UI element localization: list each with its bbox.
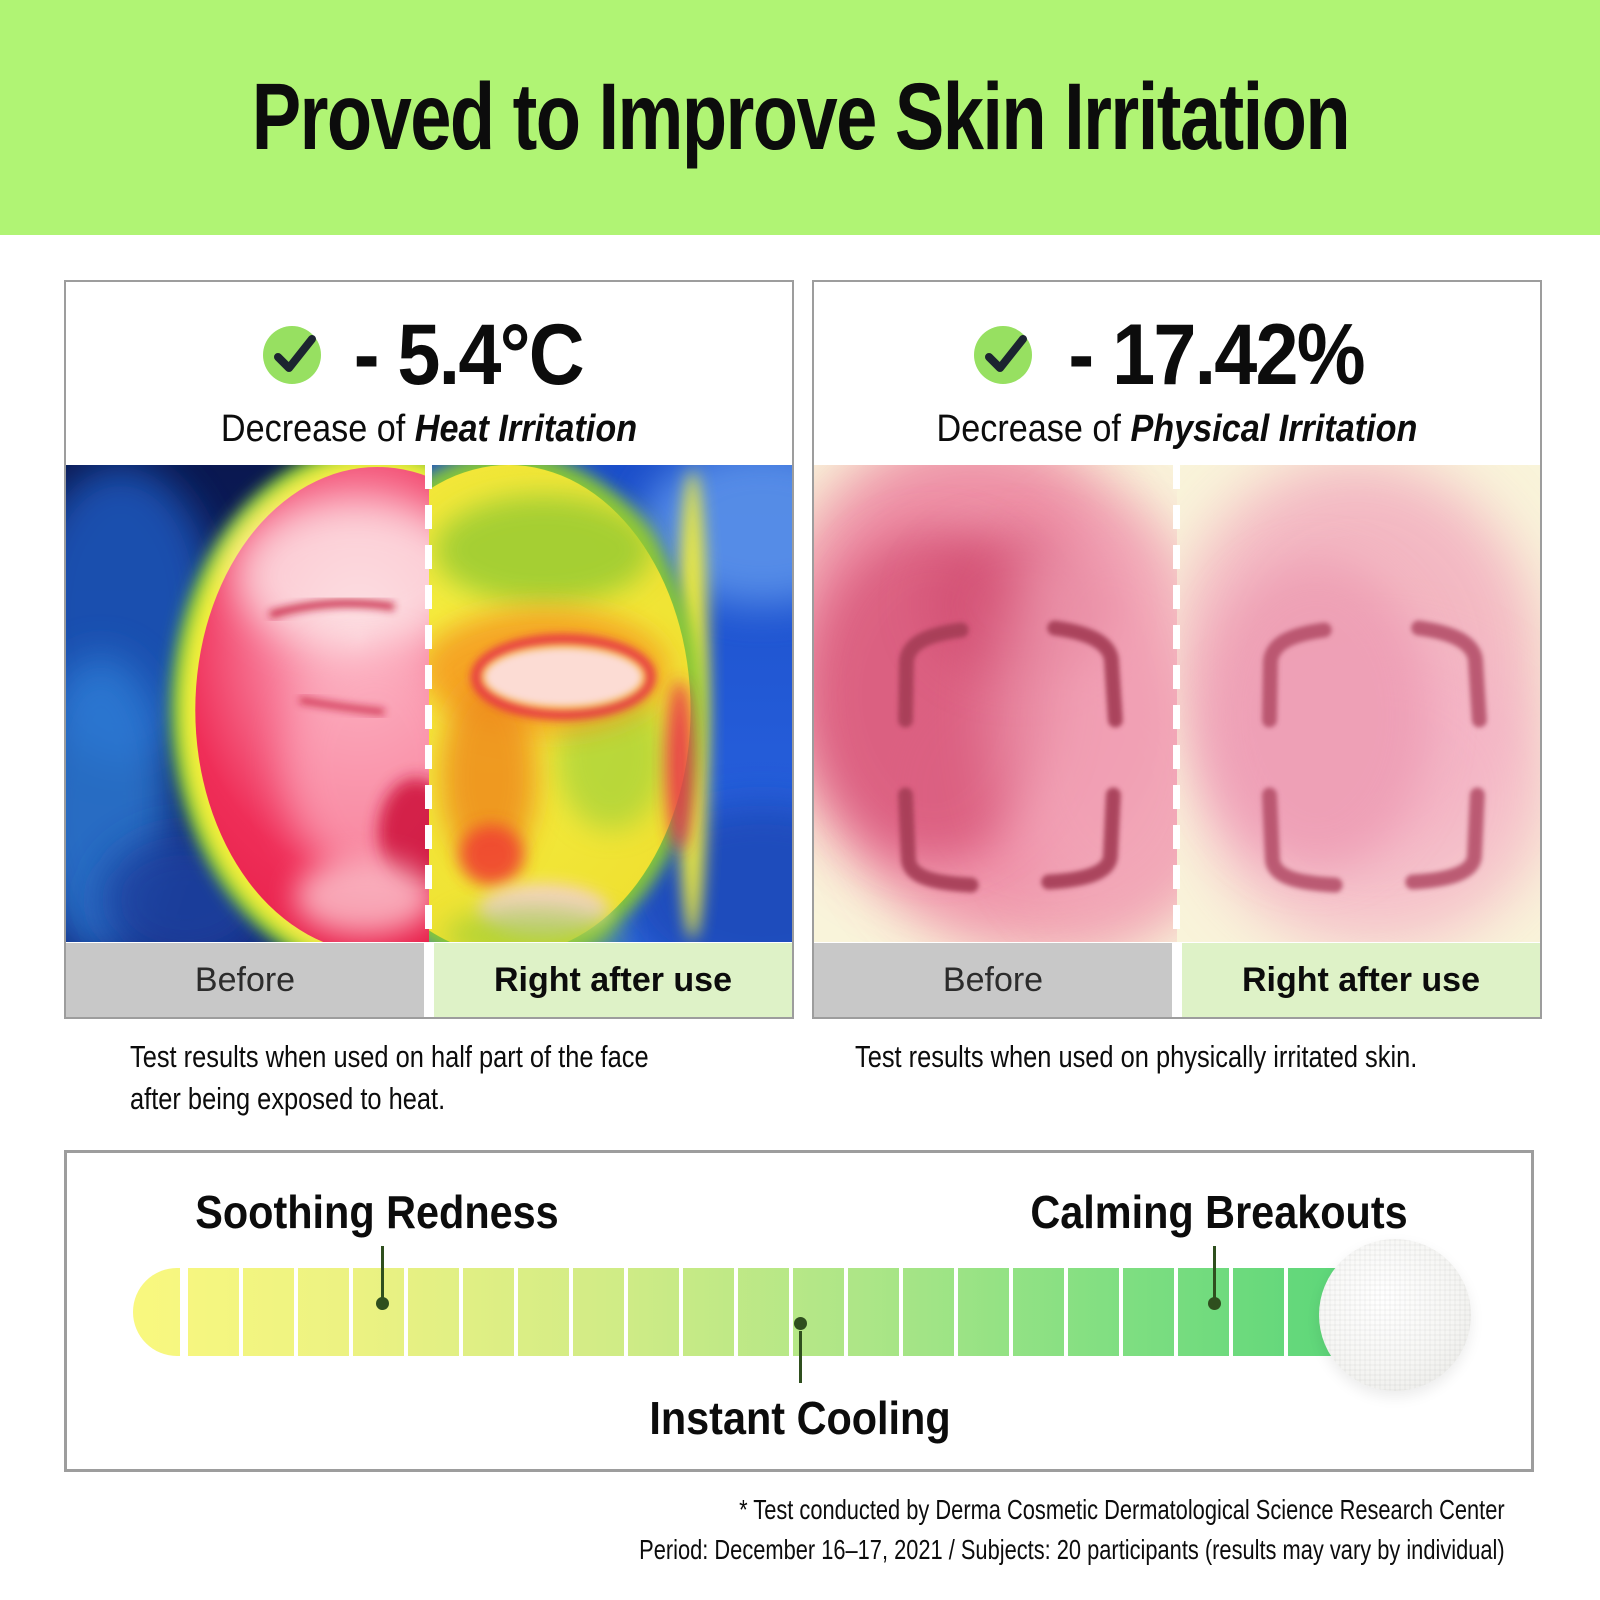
page-title: Proved to Improve Skin Irritation [251, 64, 1350, 170]
subtitle-emphasis: Heat Irritation [414, 408, 638, 450]
soothing-redness-label: Soothing Redness [195, 1186, 559, 1238]
crop-marks-before [898, 620, 1123, 893]
before-label: Before [814, 943, 1172, 1017]
thermal-after-half [429, 465, 792, 942]
physical-before-after-bar: Before Right after use [814, 943, 1540, 1017]
before-label: Before [66, 943, 424, 1017]
subtitle-emphasis: Physical Irritation [1130, 408, 1418, 450]
skin-after-half [1177, 465, 1540, 942]
subtitle-prefix: Decrease of [936, 408, 1131, 450]
benefits-box: Soothing Redness Calming Breakouts Insta… [64, 1150, 1534, 1472]
heat-stat-subtitle: Decrease of Heat Irritation [102, 408, 755, 451]
cooling-gradient-bar [133, 1268, 1347, 1356]
soothing-pointer-line [381, 1246, 384, 1303]
check-circle-icon [262, 326, 321, 384]
physical-test-caption: Test results when used on physically irr… [855, 1039, 1418, 1074]
cotton-pad [1319, 1239, 1471, 1391]
physical-irritation-panel: - 17.42% Decrease of Physical Irritation [812, 280, 1542, 1019]
physical-panel-header: - 17.42% Decrease of Physical Irritation [814, 282, 1540, 465]
subtitle-prefix: Decrease of [220, 408, 415, 450]
heat-test-caption: Test results when used on half part of t… [130, 1039, 649, 1116]
heat-irritation-panel: - 5.4°C Decrease of Heat Irritation [64, 280, 794, 1019]
check-circle-icon [973, 326, 1032, 384]
heat-panel-header: - 5.4°C Decrease of Heat Irritation [66, 282, 792, 465]
after-label: Right after use [1182, 943, 1540, 1017]
soothing-pointer-dot [376, 1297, 389, 1310]
skin-before-half [814, 465, 1177, 942]
calming-breakouts-label: Calming Breakouts [1030, 1186, 1408, 1238]
label-divider [1172, 943, 1182, 1017]
cooling-pointer-line [799, 1331, 802, 1383]
heat-before-after-bar: Before Right after use [66, 943, 792, 1017]
skin-comparison-photo [814, 465, 1540, 942]
cooling-pointer-dot [794, 1317, 807, 1330]
footnote-line2: Period: December 16–17, 2021 / Subjects:… [639, 1534, 1505, 1565]
thermal-comparison-photo [66, 465, 792, 942]
crop-marks-after [1262, 620, 1487, 893]
calming-pointer-line [1213, 1246, 1216, 1303]
label-divider [424, 943, 434, 1017]
after-label: Right after use [434, 943, 792, 1017]
header-band: Proved to Improve Skin Irritation [0, 0, 1600, 235]
physical-stat-value: - 17.42% [1068, 307, 1365, 403]
thermal-before-half [66, 465, 429, 942]
heat-stat-value: - 5.4°C [353, 307, 584, 403]
calming-pointer-dot [1208, 1297, 1221, 1310]
physical-stat-subtitle: Decrease of Physical Irritation [850, 408, 1503, 451]
instant-cooling-label: Instant Cooling [649, 1392, 951, 1444]
footnote: * Test conducted by Derma Cosmetic Derma… [639, 1490, 1505, 1570]
footnote-line1: * Test conducted by Derma Cosmetic Derma… [739, 1494, 1505, 1525]
